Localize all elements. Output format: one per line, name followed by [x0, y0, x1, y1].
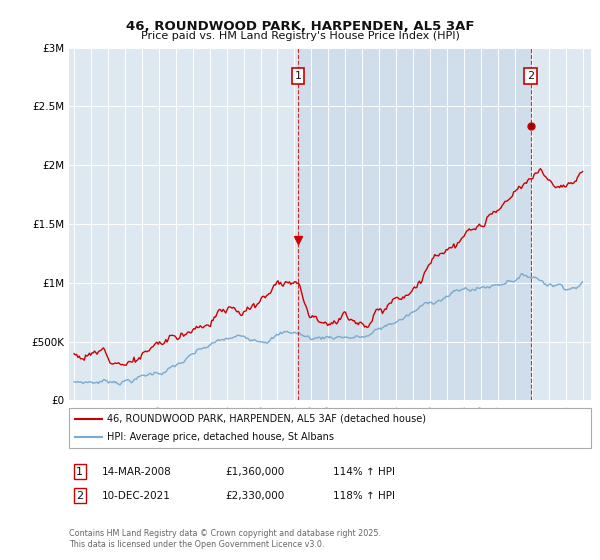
Text: 46, ROUNDWOOD PARK, HARPENDEN, AL5 3AF (detached house): 46, ROUNDWOOD PARK, HARPENDEN, AL5 3AF (…	[107, 414, 426, 424]
Text: HPI: Average price, detached house, St Albans: HPI: Average price, detached house, St A…	[107, 432, 334, 442]
Text: 2: 2	[76, 491, 83, 501]
Text: 1: 1	[76, 466, 83, 477]
Text: 46, ROUNDWOOD PARK, HARPENDEN, AL5 3AF: 46, ROUNDWOOD PARK, HARPENDEN, AL5 3AF	[126, 20, 474, 32]
Text: Contains HM Land Registry data © Crown copyright and database right 2025.
This d: Contains HM Land Registry data © Crown c…	[69, 529, 381, 549]
Bar	[298, 48, 531, 400]
Text: £2,330,000: £2,330,000	[225, 491, 284, 501]
Text: 2: 2	[527, 71, 535, 81]
Text: 14-MAR-2008: 14-MAR-2008	[102, 466, 172, 477]
Text: 118% ↑ HPI: 118% ↑ HPI	[333, 491, 395, 501]
Text: 1: 1	[295, 71, 301, 81]
Text: £1,360,000: £1,360,000	[225, 466, 284, 477]
Text: Price paid vs. HM Land Registry's House Price Index (HPI): Price paid vs. HM Land Registry's House …	[140, 31, 460, 41]
Text: 114% ↑ HPI: 114% ↑ HPI	[333, 466, 395, 477]
Text: 10-DEC-2021: 10-DEC-2021	[102, 491, 171, 501]
